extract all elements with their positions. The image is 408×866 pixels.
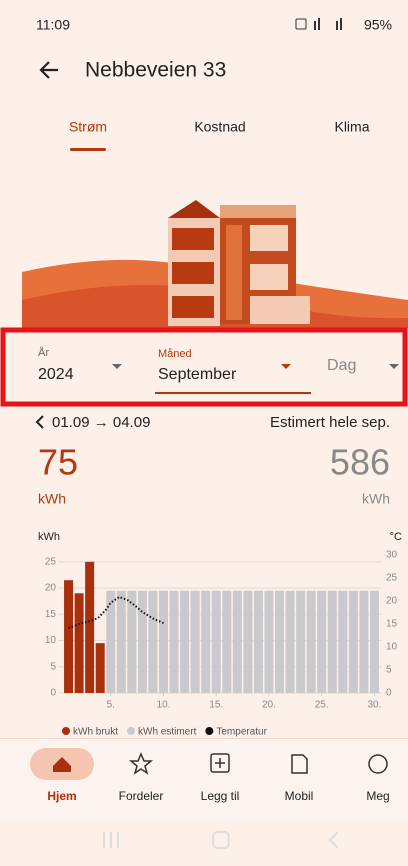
bar [180, 591, 189, 693]
bar [338, 591, 347, 693]
y-tick-label: 5 [50, 661, 56, 672]
x-tick-label: 25. [315, 700, 329, 711]
header-title: Nebbeveien 33 [85, 59, 226, 82]
legend-swatch [62, 727, 70, 735]
used-value: 75 [38, 442, 78, 483]
tab[interactable]: Strøm [69, 119, 107, 135]
bar [349, 591, 358, 693]
legend-label: kWh brukt [73, 727, 118, 738]
legend-swatch [127, 727, 135, 735]
bar [264, 591, 273, 693]
bar [328, 591, 337, 693]
x-tick-label: 30. [367, 700, 381, 711]
bar [117, 591, 126, 693]
x-tick-label: 15. [209, 700, 223, 711]
nav-label[interactable]: Mobil [285, 789, 314, 803]
bar [127, 591, 136, 693]
period-range: 01.09 → 04.09 [52, 414, 150, 431]
y2-tick-label: 30 [386, 550, 398, 561]
nav-label[interactable]: Meg [366, 789, 389, 803]
tab[interactable]: Kostnad [194, 119, 245, 135]
bar [191, 591, 200, 693]
bar [85, 562, 94, 693]
bar [148, 591, 157, 693]
page: 11:09 95% Nebbeveien 33 Strøm Kostnad Kl… [0, 0, 408, 866]
y2-tick-label: 25 [386, 573, 398, 584]
bar [307, 591, 316, 693]
legend-label: kWh estimert [138, 727, 197, 738]
bar [317, 591, 326, 693]
bar [170, 591, 179, 693]
y-tick-label: 20 [45, 583, 57, 594]
estimate-label: Estimert hele sep. [270, 414, 390, 431]
y-tick-label: 0 [50, 688, 56, 699]
bar [64, 580, 73, 693]
estimated-unit: kWh [362, 491, 390, 507]
y-axis-label: kWh [38, 531, 60, 543]
bar [359, 591, 368, 693]
y2-tick-label: 15 [386, 619, 398, 630]
estimated-value: 586 [330, 442, 390, 483]
bar [243, 591, 252, 693]
screen: 11:09 95% Nebbeveien 33 Strøm Kostnad Kl… [0, 0, 408, 866]
nav-label[interactable]: Legg til [201, 789, 240, 803]
bar [138, 591, 147, 693]
selector-value[interactable]: 2024 [38, 366, 74, 383]
x-tick-label: 20. [262, 700, 276, 711]
bar [159, 591, 168, 693]
nav-divider [0, 738, 408, 739]
used-unit: kWh [38, 491, 66, 507]
status-time: 11:09 [36, 17, 70, 33]
y2-tick-label: 5 [386, 665, 392, 676]
legend-label: Temperatur [216, 727, 267, 738]
selector-label: Måned [158, 348, 192, 360]
bar [296, 591, 305, 693]
bar [233, 591, 242, 693]
bar [96, 643, 105, 693]
nav-label[interactable]: Hjem [47, 789, 76, 803]
y2-tick-label: 10 [386, 642, 398, 653]
y-tick-label: 10 [45, 635, 57, 646]
tab[interactable]: Klima [334, 119, 369, 135]
bar [286, 591, 295, 693]
bar [75, 593, 84, 693]
bar [370, 591, 379, 693]
x-tick-label: 5. [107, 700, 115, 711]
nav-label[interactable]: Fordeler [119, 789, 164, 803]
bar [254, 591, 263, 693]
bar [201, 591, 210, 693]
y2-axis-label: °C [390, 531, 402, 543]
status-battery: 95% [364, 17, 392, 33]
selector-value[interactable]: September [158, 366, 237, 383]
y2-tick-label: 0 [386, 688, 392, 699]
selector-underline [155, 392, 311, 394]
x-tick-label: 10. [157, 700, 171, 711]
bar [212, 591, 221, 693]
bar [222, 591, 231, 693]
bar [275, 591, 284, 693]
selector-placeholder[interactable]: Dag [327, 357, 356, 374]
y-tick-label: 15 [45, 609, 57, 620]
y2-tick-label: 20 [386, 596, 398, 607]
y-tick-label: 25 [45, 556, 57, 567]
selector-label: År [38, 346, 49, 359]
legend-swatch [205, 727, 213, 735]
tab-indicator [70, 148, 106, 151]
